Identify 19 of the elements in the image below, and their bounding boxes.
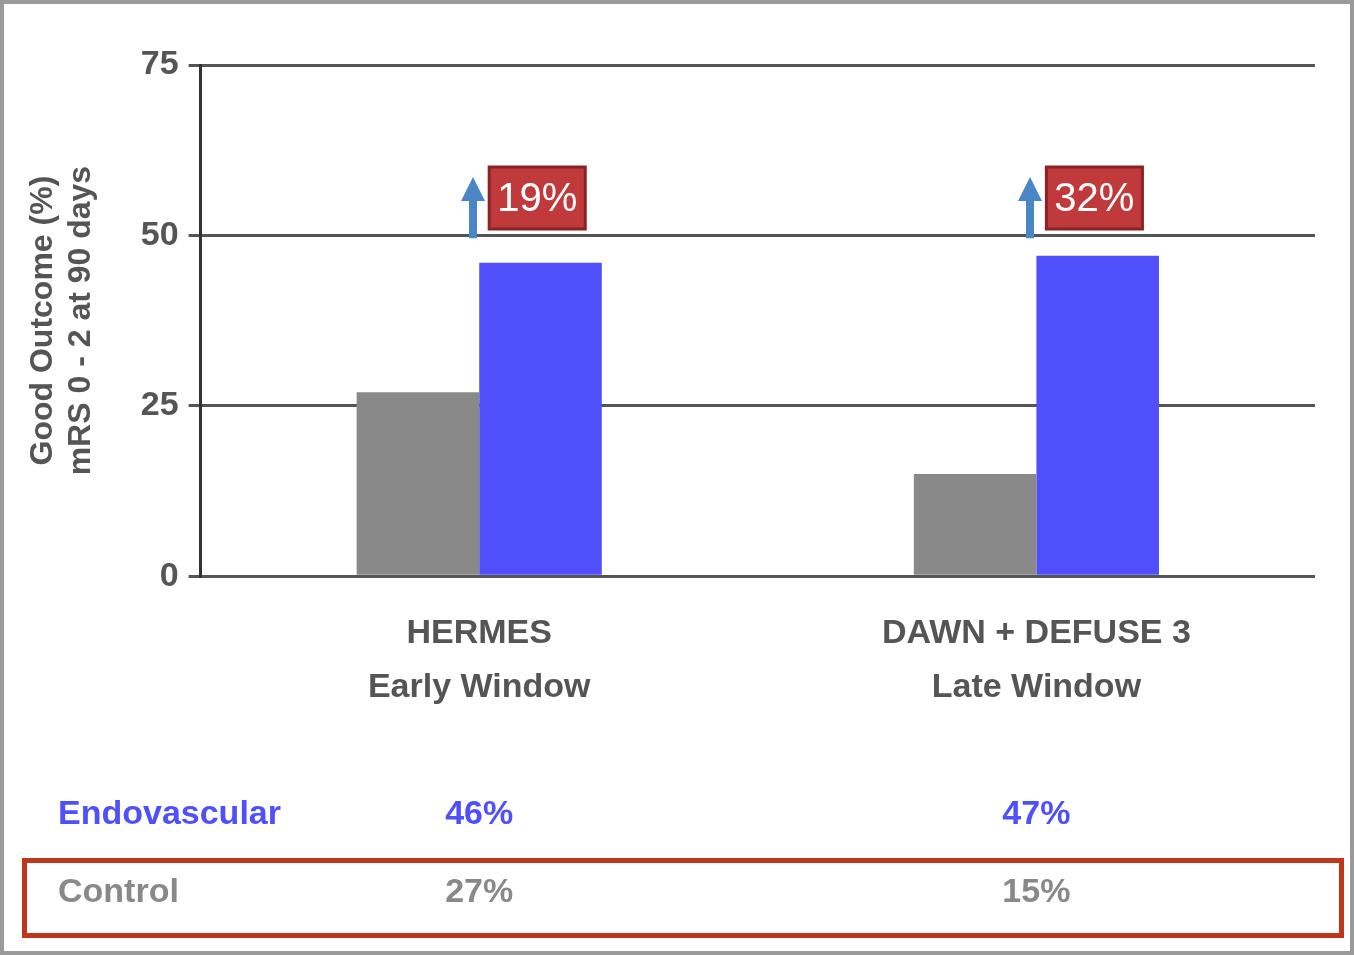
bar: [356, 392, 480, 575]
data-label: 27%: [445, 870, 514, 910]
y-tick-label: 75: [140, 43, 179, 82]
data-label: 46%: [445, 792, 514, 832]
data-label: 15%: [1002, 870, 1071, 910]
y-axis-title: Good Outcome (%) mRS 0 - 2 at 90 days: [23, 165, 98, 476]
data-label: 47%: [1002, 792, 1071, 832]
x-tick-label: HERMES Early Window: [367, 611, 592, 705]
annotation: 32%: [1054, 174, 1135, 219]
y-tick-label: 25: [140, 384, 179, 423]
y-tick-label: 0: [159, 554, 179, 593]
bar: [913, 473, 1037, 575]
text: Control: [58, 870, 179, 910]
bar: [479, 262, 602, 575]
y-tick-label: 50: [140, 213, 179, 252]
annotation: 19%: [497, 174, 578, 219]
x-tick-label: DAWN + DEFUSE 3 Late Window: [881, 611, 1191, 705]
text: Endovascular: [58, 792, 281, 832]
bar: [1036, 255, 1159, 575]
